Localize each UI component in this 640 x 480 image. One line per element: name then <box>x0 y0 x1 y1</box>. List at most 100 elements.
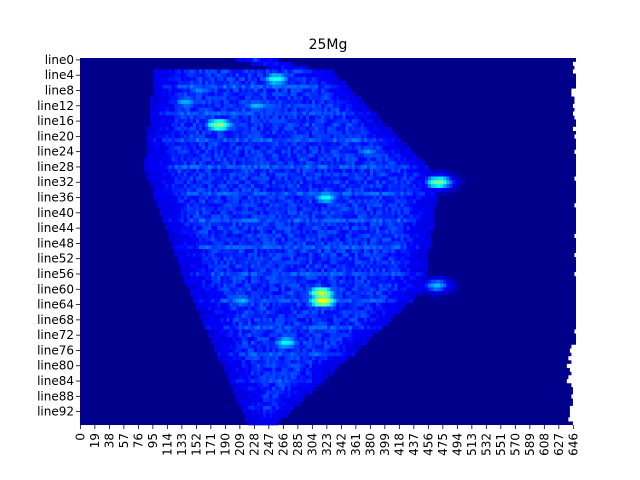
heatmap-cell <box>293 279 298 284</box>
heatmap-cell <box>186 187 191 193</box>
heatmap-cell <box>324 184 328 189</box>
heatmap-cell <box>336 84 340 89</box>
heatmap-cell <box>339 187 343 193</box>
heatmap-cell <box>409 272 413 277</box>
heatmap-cell <box>321 96 325 101</box>
heatmap-cell <box>446 275 450 281</box>
heatmap-cell <box>421 168 426 173</box>
heatmap-cell <box>351 96 356 101</box>
heatmap-cell <box>373 115 377 120</box>
heatmap-cell <box>229 73 233 78</box>
heatmap-cell <box>180 126 185 131</box>
heatmap-cell <box>354 191 359 196</box>
heatmap-cell <box>266 80 270 86</box>
heatmap-row <box>150 115 576 120</box>
heatmap-cell <box>327 245 331 250</box>
heatmap-cell <box>159 77 163 82</box>
heatmap-cell <box>443 187 447 193</box>
heatmap-cell <box>296 77 301 82</box>
heatmap-cell <box>192 134 197 139</box>
heatmap-cell <box>195 100 200 105</box>
heatmap-cell <box>418 252 423 258</box>
heatmap-cell <box>186 210 191 216</box>
heatmap-cell <box>397 176 401 181</box>
heatmap-cell <box>177 184 182 189</box>
heatmap-cell <box>299 122 304 128</box>
heatmap-cell <box>208 100 212 105</box>
heatmap-cell <box>165 149 169 154</box>
heatmap-cell <box>311 145 316 151</box>
heatmap-cell <box>421 230 426 235</box>
heatmap-cell <box>263 138 267 143</box>
heatmap-cell <box>339 130 343 135</box>
heatmap-cell <box>202 222 206 227</box>
heatmap-cell <box>345 149 349 154</box>
heatmap-cell <box>363 222 368 227</box>
heatmap-cell <box>186 153 191 158</box>
heatmap-cell <box>269 96 273 101</box>
heatmap-cell <box>302 187 307 193</box>
heatmap-cell <box>260 165 264 170</box>
heatmap-cell <box>385 279 389 284</box>
heatmap-cell <box>217 230 221 235</box>
heatmap-cell <box>180 73 185 78</box>
heatmap-cell <box>348 218 352 223</box>
heatmap-cell <box>253 130 258 135</box>
heatmap-cell <box>269 191 273 196</box>
heatmap-cell <box>156 153 160 158</box>
heatmap-cell <box>336 287 340 292</box>
heatmap-cell <box>232 283 236 288</box>
heatmap-cell <box>186 245 191 250</box>
heatmap-cell <box>220 187 224 193</box>
heatmap-cell <box>257 165 261 170</box>
heatmap-cell <box>168 77 172 82</box>
heatmap-cell <box>205 168 209 173</box>
heatmap-cell <box>235 88 240 93</box>
heatmap-cell <box>253 96 258 101</box>
heatmap-cell <box>427 218 432 223</box>
heatmap-cell <box>217 218 221 223</box>
heatmap-cell <box>269 115 273 120</box>
heatmap-cell <box>260 100 264 105</box>
heatmap-cell <box>205 230 209 235</box>
heatmap-cell <box>403 275 407 281</box>
heatmap-cell <box>232 230 236 235</box>
heatmap-cell <box>177 172 182 177</box>
heatmap-cell <box>171 69 175 74</box>
heatmap-cell <box>174 199 178 204</box>
heatmap-cell <box>269 176 273 181</box>
heatmap-cell <box>424 222 429 227</box>
heatmap-cell <box>220 180 224 185</box>
heatmap-cell <box>348 100 352 105</box>
heatmap-cell <box>238 153 243 158</box>
heatmap-cell <box>397 165 401 170</box>
heatmap-cell <box>214 115 218 120</box>
heatmap-cell <box>183 187 188 193</box>
heatmap-cell <box>253 233 258 238</box>
heatmap-cell <box>162 115 166 120</box>
heatmap-cell <box>208 73 212 78</box>
heatmap-cell <box>366 245 371 250</box>
heatmap-cell <box>357 218 362 223</box>
heatmap-cell <box>318 96 322 101</box>
heatmap-cell <box>232 241 236 246</box>
heatmap-cell <box>284 88 288 93</box>
heatmap-cell <box>253 168 258 173</box>
heatmap-cell <box>269 130 273 135</box>
heatmap-cell <box>238 268 243 273</box>
heatmap-cell <box>174 142 178 147</box>
heatmap-cell <box>238 58 243 63</box>
heatmap-cell <box>226 268 230 273</box>
heatmap-cell <box>333 122 337 128</box>
heatmap-cell <box>205 161 209 166</box>
heatmap-cell <box>427 191 432 196</box>
heatmap-cell <box>290 195 294 200</box>
heatmap-cell <box>324 153 328 158</box>
heatmap-cell <box>373 126 377 131</box>
heatmap-cell <box>260 69 264 74</box>
heatmap-cell <box>263 115 267 120</box>
heatmap-cell <box>241 176 246 181</box>
heatmap-cell <box>199 230 203 235</box>
heatmap-cell <box>208 260 212 265</box>
heatmap-cell <box>308 161 313 166</box>
